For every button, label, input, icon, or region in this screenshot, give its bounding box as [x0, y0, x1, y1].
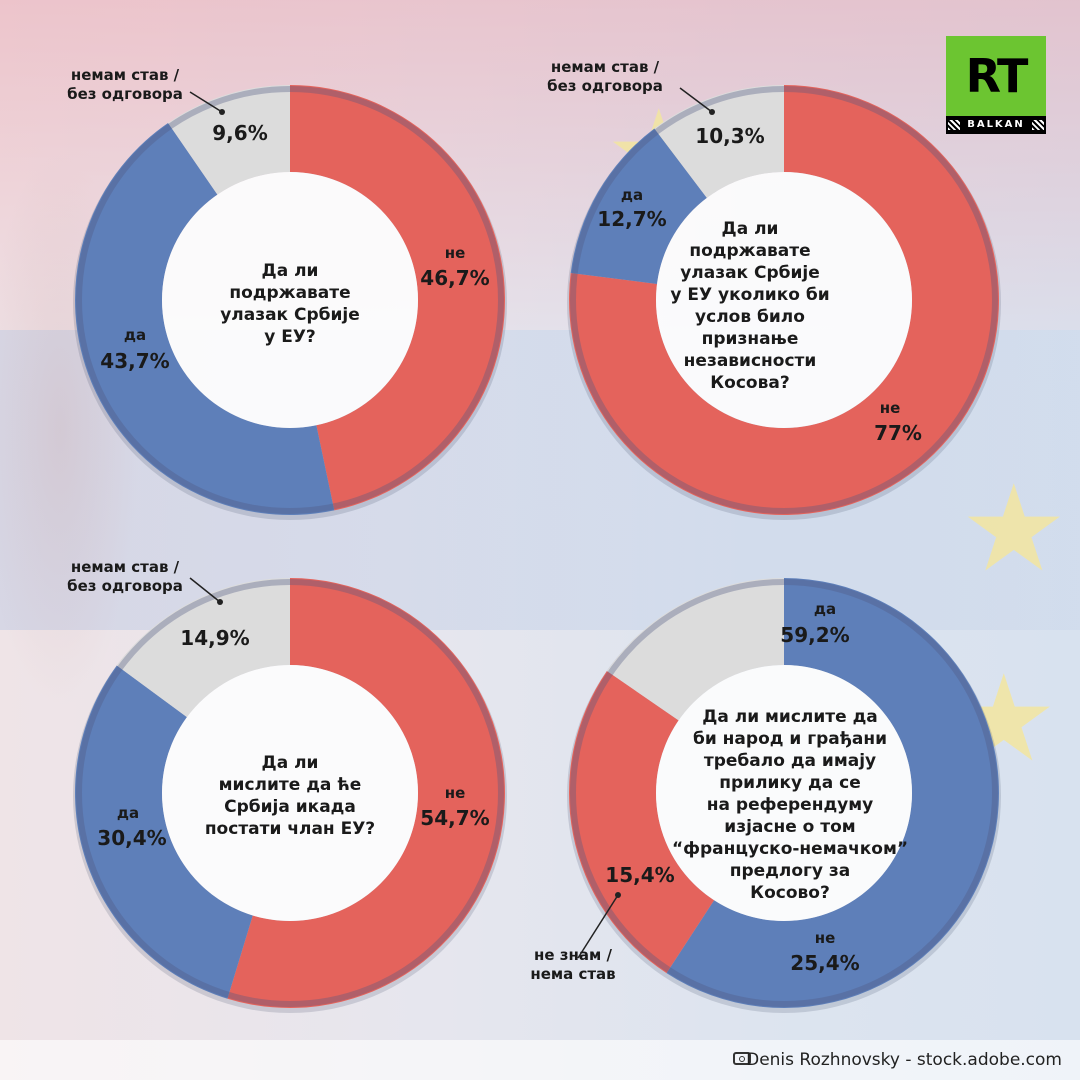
data-label: 30,4% — [97, 826, 166, 850]
donut-ring — [76, 579, 504, 1007]
category-label: да — [814, 600, 836, 618]
donut-slice — [654, 85, 784, 198]
donut-slice — [74, 665, 253, 999]
donut-ring — [570, 86, 998, 514]
photo-credit: Denis Rozhnovsky - stock.adobe.com — [746, 1050, 1062, 1070]
label-pointer-dot — [615, 892, 621, 898]
donut-slice — [569, 671, 715, 974]
donut-ring — [570, 579, 998, 1007]
donut-slice — [290, 85, 505, 511]
category-label: немам став / без одговора — [67, 558, 183, 595]
category-label: не знам / нема став — [530, 946, 615, 983]
data-label: 9,6% — [212, 121, 267, 145]
donut-hole — [162, 172, 418, 428]
category-label: немам став / без одговора — [67, 66, 183, 103]
data-label: 43,7% — [100, 349, 169, 373]
rt-balkan-logo: RT BALKAN — [946, 36, 1046, 134]
donut-slice — [168, 85, 290, 195]
category-label: немам став / без одговора — [547, 58, 663, 95]
category-label: не — [815, 929, 836, 947]
category-label: да — [124, 326, 146, 344]
logo-subtitle: BALKAN — [946, 116, 1046, 134]
data-label: 54,7% — [420, 806, 489, 830]
donut-slice — [606, 578, 784, 721]
label-pointer — [189, 577, 221, 603]
data-label: 77% — [874, 421, 922, 445]
camera-icon — [733, 1052, 751, 1065]
photo-credit-bar: Denis Rozhnovsky - stock.adobe.com — [0, 1040, 1080, 1080]
donut-slice — [227, 578, 505, 1008]
chart-2-question: Да ли подржавате улазак Србије у ЕУ укол… — [670, 219, 830, 393]
donut-hole — [656, 172, 912, 428]
data-label: 25,4% — [790, 951, 859, 975]
data-label: 46,7% — [420, 266, 489, 290]
chart-1-question: Да ли подржавате улазак Србије у ЕУ? — [220, 261, 360, 347]
data-label: 15,4% — [605, 863, 674, 887]
label-pointer-dot — [217, 599, 223, 605]
label-pointer — [189, 91, 223, 113]
data-label: 14,9% — [180, 626, 249, 650]
category-label: да — [117, 804, 139, 822]
donut-hole — [656, 665, 912, 921]
chart-4-question: Да ли мислите да би народ и грађани треб… — [671, 707, 909, 903]
data-label: 59,2% — [780, 623, 849, 647]
label-pointer-dot — [219, 109, 225, 115]
donut-slice — [570, 128, 707, 284]
eu-star-icon: ★ — [960, 460, 1068, 599]
donut-ring — [76, 86, 504, 514]
category-label: да — [621, 186, 643, 204]
donut-slice — [116, 578, 291, 718]
donut-slice — [74, 122, 335, 515]
donut-slice — [666, 578, 999, 1008]
donut-hole — [162, 665, 418, 921]
category-label: не — [445, 784, 466, 802]
chart-3-question: Да ли мислите да ће Србија икада постати… — [204, 753, 376, 839]
data-label: 12,7% — [597, 207, 666, 231]
category-label: не — [445, 244, 466, 262]
label-pointer — [679, 87, 713, 113]
logo-text: RT — [965, 49, 1029, 103]
label-pointer-dot — [709, 109, 715, 115]
category-label: не — [880, 399, 901, 417]
label-pointer — [577, 894, 619, 959]
data-label: 10,3% — [695, 124, 764, 148]
donut-slice — [569, 85, 999, 516]
